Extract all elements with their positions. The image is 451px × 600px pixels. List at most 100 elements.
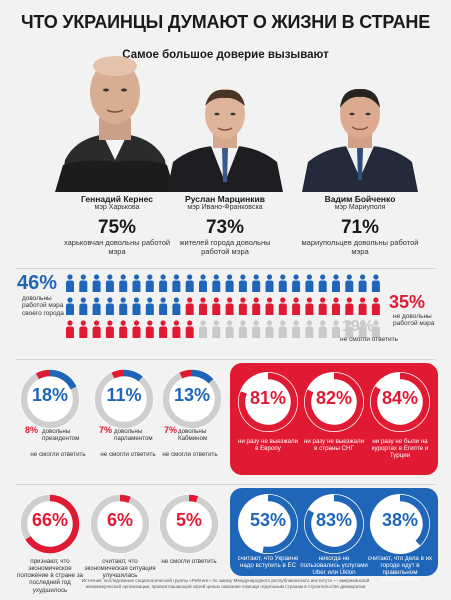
donut-ring [94, 369, 154, 429]
donut-segment-value [304, 372, 364, 432]
travel-circle-1: 81% ни разу не выезжали в Европу [236, 370, 300, 470]
donut-label: не смогли ответить [161, 558, 217, 565]
donut-segment-value [304, 494, 364, 554]
person-no-answer [252, 320, 261, 338]
person-unsatisfied [199, 297, 207, 315]
person-unsatisfied [119, 320, 128, 338]
person-no-answer [199, 320, 207, 338]
mayor-name: Руслан Марцинкив [185, 194, 265, 204]
donut-pct: 66% [31, 510, 69, 530]
mayor-desc: харьковчан довольны работой мэра [63, 238, 171, 256]
mayor-card-1: Геннадий Кернес мэр Харькова 75% харьков… [58, 194, 176, 256]
person-satisfied [212, 274, 221, 292]
donut-segment-value [238, 372, 298, 432]
person-unsatisfied [159, 320, 168, 338]
person-satisfied [292, 274, 301, 292]
person-unsatisfied [358, 297, 367, 315]
person-satisfied [132, 274, 141, 292]
divider-1 [16, 268, 435, 269]
mayor-desc: мариупольцев довольны работой мэра [301, 238, 419, 256]
person-no-answer [332, 320, 340, 338]
footer-line-1: Источник: исследование социологической г… [81, 578, 370, 583]
page-title: ЧТО УКРАИНЦЫ ДУМАЮТ О ЖИЗНИ В СТРАНЕ [20, 12, 431, 32]
donut-segment-value [188, 494, 199, 503]
person-satisfied [332, 274, 340, 292]
person-unsatisfied [66, 320, 74, 338]
person-satisfied [159, 297, 168, 315]
person-unsatisfied [185, 297, 194, 315]
person-unsatisfied [265, 297, 274, 315]
donut-label: считают, что экономическая ситуация улуч… [84, 558, 156, 580]
person-satisfied [371, 274, 380, 292]
donut-center [94, 369, 154, 429]
donut-segment-unsatisfied [35, 369, 51, 380]
donut-center [238, 372, 298, 432]
person-satisfied [318, 274, 327, 292]
person-no-answer [371, 320, 380, 338]
person-satisfied [252, 274, 261, 292]
mayor-photo-1 [55, 40, 175, 192]
travel-circle-2: 82% ни разу не выезжали в страны СНГ [302, 370, 366, 470]
person-satisfied [79, 274, 88, 292]
donut-label: довольны парламентом [114, 428, 153, 443]
person-satisfied [345, 274, 354, 292]
person-satisfied [119, 274, 128, 292]
mayor-name: Вадим Бойченко [324, 194, 396, 204]
donut-pct: 11% [106, 385, 142, 405]
trust-circle-2: 11% 7% довольны парламентом не смогли от… [92, 367, 156, 467]
donut-pct: 18% [31, 385, 69, 405]
person-unsatisfied [212, 297, 221, 315]
eu-circle-3: 38% считают, что дела в их городе идут в… [368, 492, 432, 583]
trust-circle-3: 13% 7% довольны Кабмином не смогли ответ… [160, 367, 224, 467]
person-unsatisfied [252, 297, 261, 315]
donut-ring [90, 494, 150, 554]
satisfied-label: довольны работой мэра своего города [22, 295, 64, 317]
person-no-answer [358, 320, 367, 338]
mayor-photo-3 [300, 82, 420, 192]
person-satisfied [145, 274, 154, 292]
travel-circle-3: 84% ни разу не были на курортах в Египте… [368, 370, 432, 470]
person-no-answer [278, 320, 287, 338]
donut-label: довольны президентом [42, 428, 80, 443]
person-unsatisfied [292, 297, 301, 315]
mayor-card-3: Вадим Бойченко мэр Мариуполя 71% мариупо… [301, 194, 419, 256]
unsatisfied-pct: 35% [389, 292, 426, 312]
donut-label: считают, что дела в их городе идут в пра… [367, 555, 433, 584]
person-satisfied [105, 274, 114, 292]
donut-pct: 81% [249, 388, 287, 408]
donut-segment-satisfied [49, 369, 77, 390]
donut-ring [304, 372, 364, 432]
person-satisfied [225, 274, 234, 292]
mayor-post: мэр Ивано-Франковска [187, 204, 263, 211]
person-unsatisfied [371, 297, 380, 315]
donut-segment-unsatisfied [179, 369, 193, 379]
donut-ring [159, 494, 219, 554]
no-answer-pct: 19% [342, 318, 375, 335]
donut-segment-satisfied [123, 369, 143, 382]
person-no-answer [212, 320, 221, 338]
donut-pct: 84% [381, 388, 419, 408]
satisfied-pct: 46% [17, 272, 58, 294]
donut-center [90, 494, 150, 554]
donut-no-answer: не смогли ответить [100, 451, 156, 458]
eu-circle-1: 53% считают, что Украине надо вступить в… [236, 492, 300, 576]
no-answer-label: не смогли ответить [340, 336, 399, 343]
person-satisfied [132, 297, 141, 315]
economy-circle-1: 66% признают, что экономическое положени… [17, 492, 83, 594]
donut-pct: 5% [175, 510, 202, 530]
page-subtitle: Самое большое доверие вызывают [122, 49, 329, 61]
person-unsatisfied [345, 297, 354, 315]
mayor-pct: 71% [340, 217, 380, 238]
donut-pct: 82% [315, 388, 353, 408]
donut-center [162, 369, 222, 429]
person-satisfied [92, 274, 101, 292]
person-satisfied [305, 274, 314, 292]
donut-no-answer: не смогли ответить [162, 451, 218, 458]
person-satisfied [66, 274, 74, 292]
person-satisfied [238, 274, 247, 292]
mayor-desc: жителей города довольны работой мэра [179, 238, 271, 256]
person-unsatisfied [238, 297, 247, 315]
person-satisfied [172, 297, 181, 315]
mayor-post: мэр Харькова [94, 204, 140, 211]
donut-pct: 13% [173, 385, 211, 405]
